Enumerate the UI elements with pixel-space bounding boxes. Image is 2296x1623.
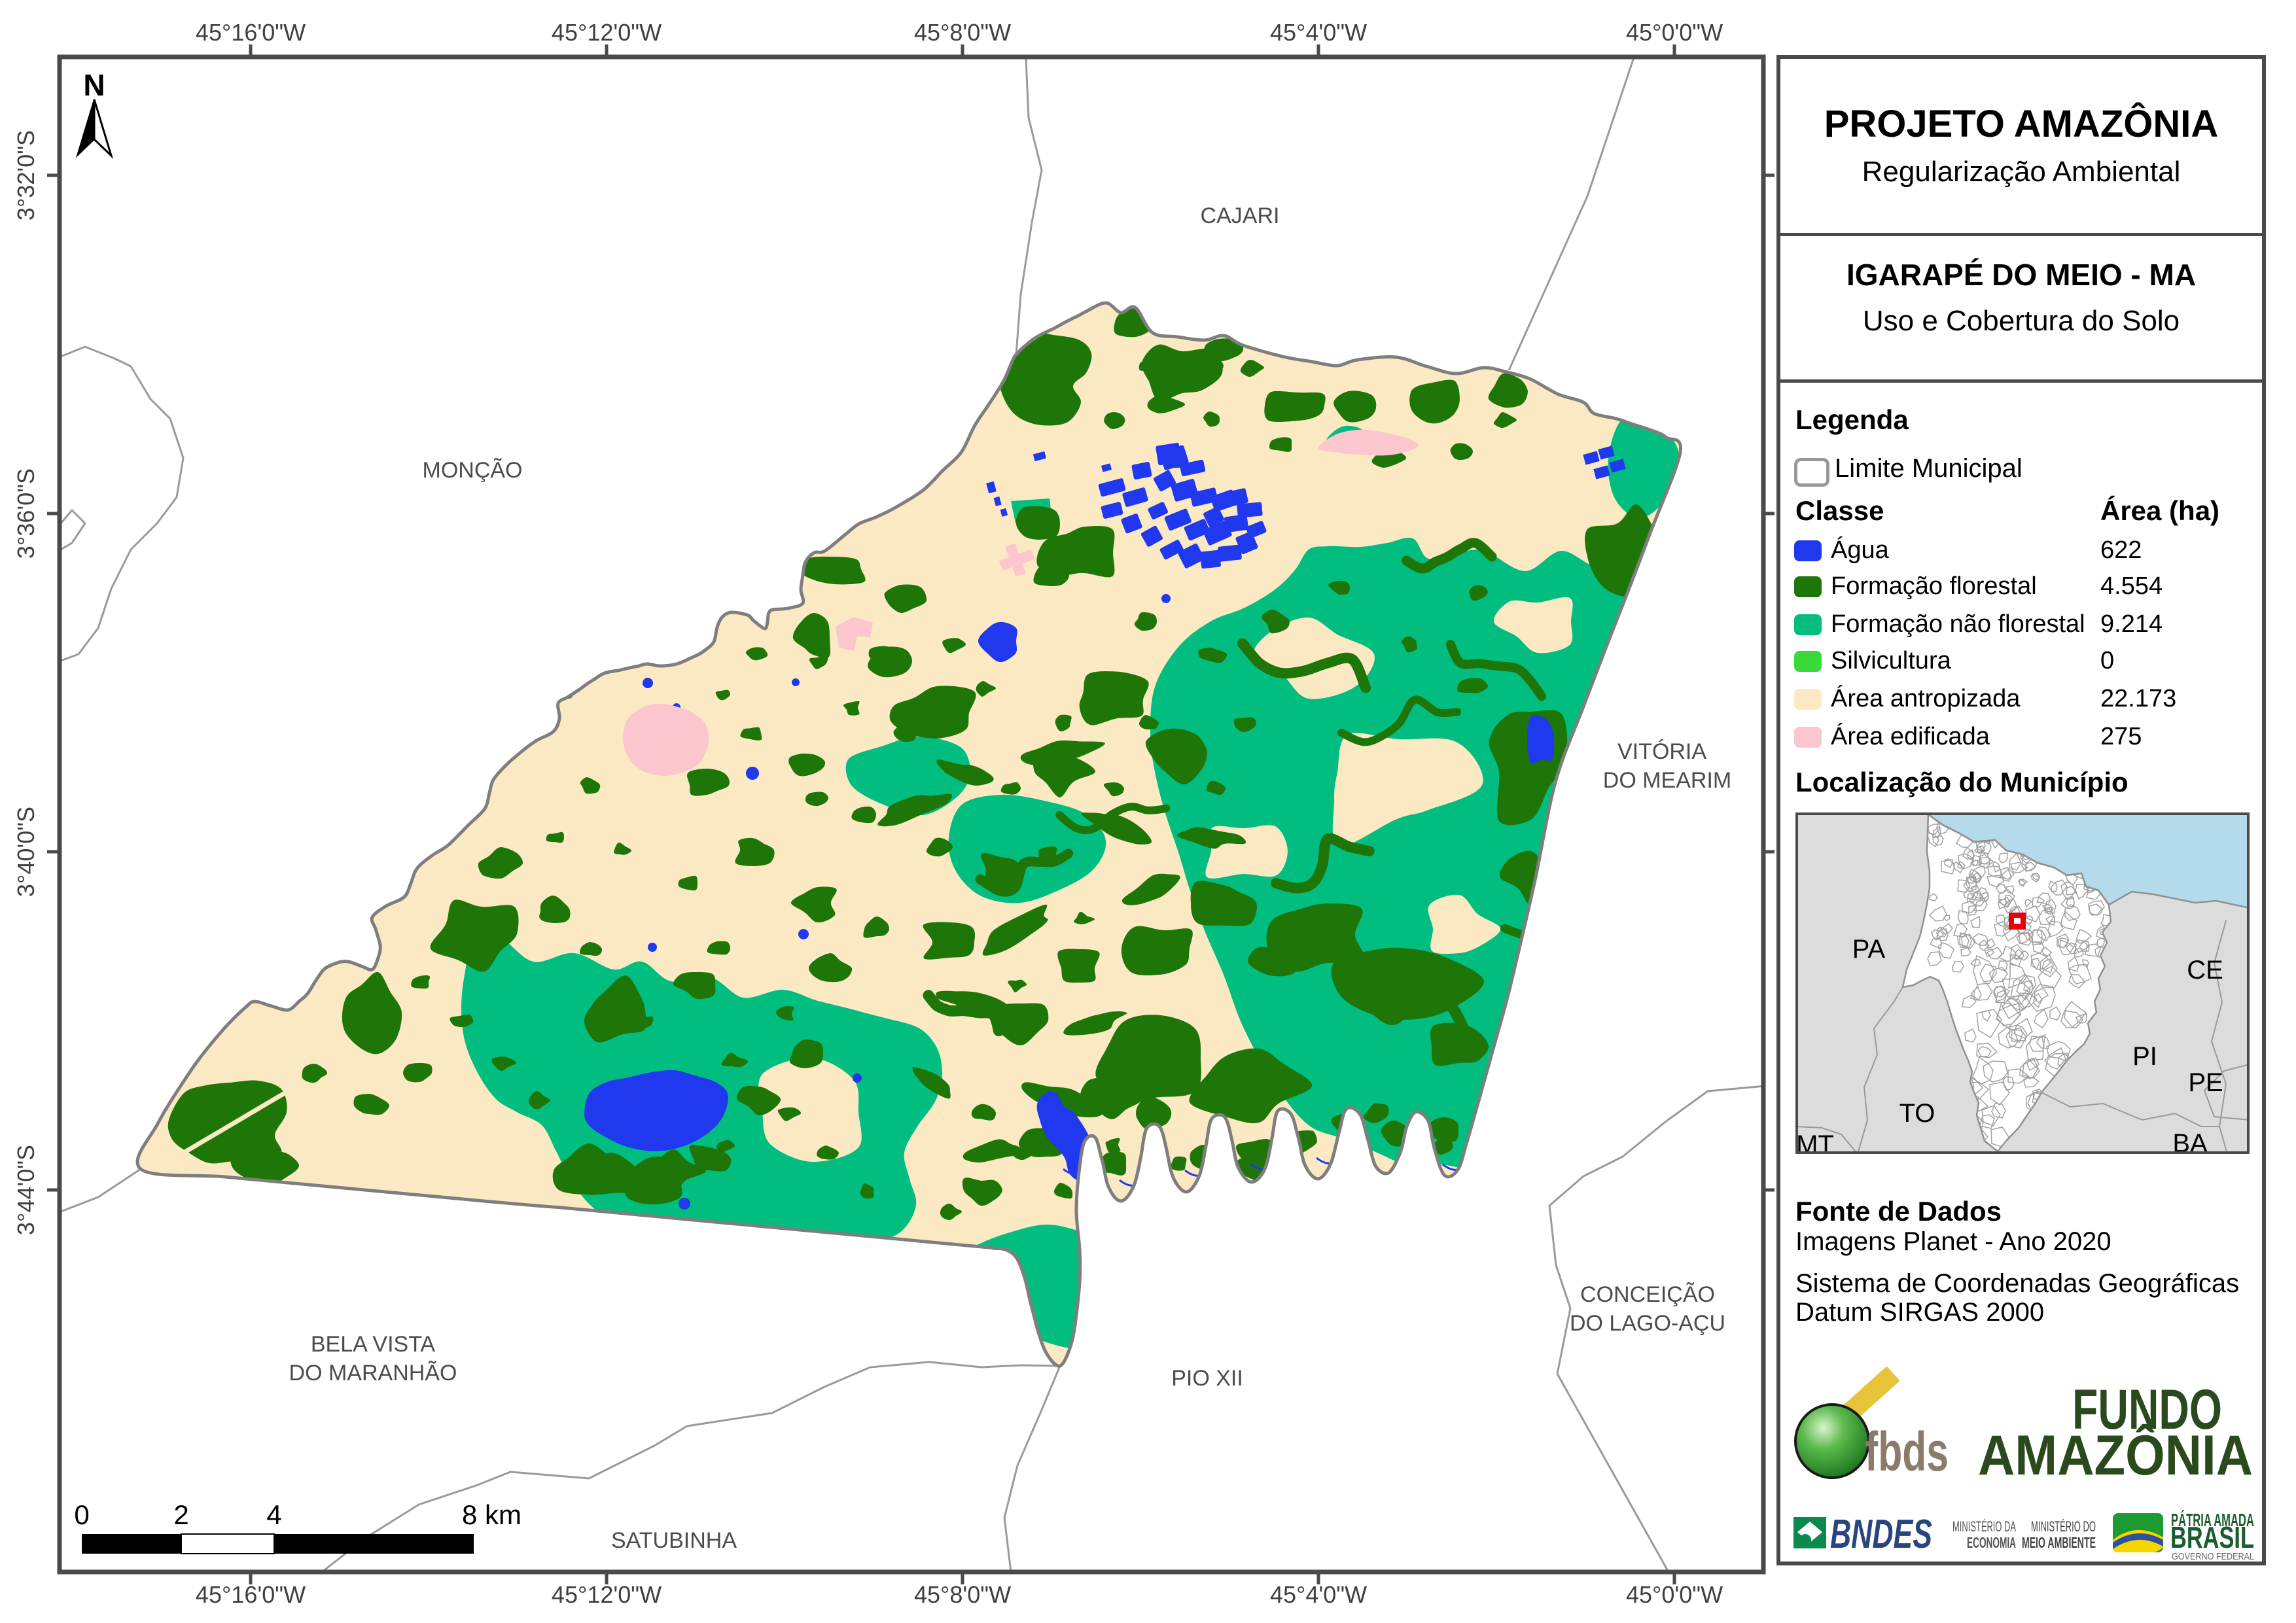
- svg-text:TO: TO: [1899, 1099, 1935, 1128]
- svg-text:VITÓRIA: VITÓRIA: [1617, 739, 1706, 764]
- svg-text:PE: PE: [2188, 1068, 2223, 1097]
- svg-text:45°8'0"W: 45°8'0"W: [914, 1581, 1011, 1608]
- svg-text:45°0'0"W: 45°0'0"W: [1626, 1581, 1723, 1608]
- svg-text:PA: PA: [1852, 935, 1886, 964]
- svg-text:MT: MT: [1798, 1130, 1834, 1151]
- svg-text:CE: CE: [2187, 956, 2223, 985]
- svg-text:DO LAGO-AÇU: DO LAGO-AÇU: [1570, 1311, 1725, 1336]
- svg-text:BELA VISTA: BELA VISTA: [311, 1332, 436, 1357]
- svg-text:PIO XII: PIO XII: [1171, 1366, 1243, 1391]
- svg-text:CAJARI: CAJARI: [1201, 203, 1280, 228]
- svg-text:45°16'0"W: 45°16'0"W: [196, 1581, 306, 1608]
- svg-text:45°12'0"W: 45°12'0"W: [552, 1581, 662, 1608]
- svg-text:4: 4: [266, 1499, 281, 1530]
- svg-text:N: N: [83, 68, 105, 102]
- svg-text:45°12'0"W: 45°12'0"W: [552, 19, 662, 46]
- svg-text:45°8'0"W: 45°8'0"W: [914, 19, 1011, 46]
- svg-text:PI: PI: [2132, 1042, 2157, 1071]
- svg-text:45°4'0"W: 45°4'0"W: [1270, 19, 1367, 46]
- svg-text:DO MARANHÃO: DO MARANHÃO: [289, 1361, 457, 1386]
- svg-text:SATUBINHA: SATUBINHA: [611, 1528, 737, 1553]
- svg-text:3°44'0"S: 3°44'0"S: [12, 1145, 39, 1235]
- svg-text:45°16'0"W: 45°16'0"W: [196, 19, 306, 46]
- svg-text:DO MEARIM: DO MEARIM: [1603, 768, 1731, 793]
- svg-text:45°4'0"W: 45°4'0"W: [1270, 1581, 1367, 1608]
- svg-text:3°40'0"S: 3°40'0"S: [12, 807, 39, 897]
- svg-text:3°32'0"S: 3°32'0"S: [12, 130, 39, 220]
- svg-text:8 km: 8 km: [462, 1499, 521, 1530]
- svg-text:3°36'0"S: 3°36'0"S: [12, 468, 39, 559]
- svg-text:MONÇÃO: MONÇÃO: [423, 458, 523, 483]
- svg-text:2: 2: [173, 1499, 188, 1530]
- svg-text:BA: BA: [2172, 1129, 2208, 1151]
- svg-text:CONCEIÇÃO: CONCEIÇÃO: [1580, 1282, 1715, 1307]
- svg-text:0: 0: [74, 1499, 89, 1530]
- svg-text:45°0'0"W: 45°0'0"W: [1626, 19, 1723, 46]
